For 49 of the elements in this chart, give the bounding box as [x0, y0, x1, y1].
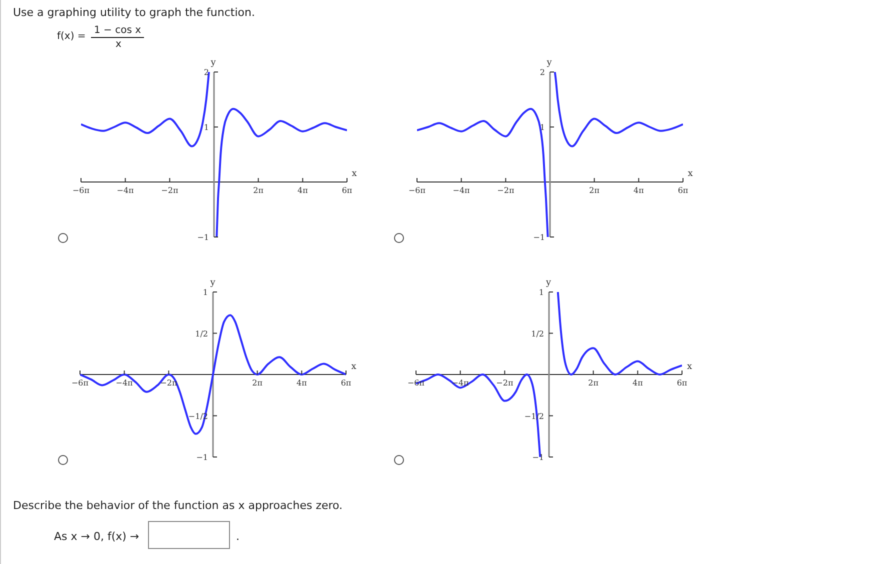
x-axis-title: x: [687, 362, 692, 372]
text: x: [114, 39, 122, 51]
y-tick-label: 1: [538, 288, 544, 298]
y-axis-title: y: [210, 58, 216, 68]
chart-title: Use a graphing utility to graph the function.: [13, 6, 255, 19]
x-tick-label: 2π: [252, 378, 263, 388]
x-tick-label: −4π: [116, 186, 134, 196]
y-tick-label: 1: [204, 123, 209, 132]
y-tick-label: 1/2: [531, 330, 544, 339]
y-axis-title: y: [546, 58, 552, 68]
y-tick-label: 2: [540, 68, 545, 78]
x-tick-label: −6π: [407, 378, 425, 388]
y-tick-label: 2: [204, 68, 209, 78]
x-tick-label: −2π: [496, 378, 514, 388]
x-axis-title: x: [688, 169, 693, 180]
y-tick-label: 1: [203, 288, 208, 298]
text: .: [236, 530, 240, 543]
x-tick-label: −6π: [72, 186, 90, 196]
x-tick-label: 6π: [342, 186, 352, 196]
y-tick-label: −1: [532, 233, 545, 242]
y-tick-label: 1/2: [195, 330, 208, 339]
x-tick-label: 6π: [678, 186, 688, 196]
x-tick-label: 4π: [296, 378, 308, 388]
x-tick-label: −4π: [116, 378, 134, 388]
x-tick-label: −4π: [452, 378, 469, 388]
text: 1 − cos x: [91, 25, 144, 38]
y-tick-label: −1: [196, 233, 209, 242]
x-tick-label: −6π: [72, 378, 89, 388]
x-tick-label: −4π: [452, 186, 470, 196]
text: Describe the behavior of the function as x approaches zero.: [13, 499, 343, 512]
x-tick-label: 4π: [633, 186, 644, 196]
x-tick-label: 6π: [676, 378, 688, 388]
x-axis-title: x: [352, 169, 357, 180]
x-tick-label: −6π: [408, 186, 426, 196]
y-tick-label: −1: [196, 453, 208, 462]
x-tick-label: 6π: [341, 378, 352, 388]
x-axis-title: x: [351, 362, 356, 372]
x-tick-label: 2π: [252, 186, 264, 196]
x-tick-label: 4π: [297, 186, 308, 196]
y-axis-title: y: [210, 278, 216, 288]
y-tick-label: −1: [532, 453, 544, 462]
x-tick-label: 2π: [588, 186, 600, 196]
text: f(x) =: [57, 31, 86, 42]
x-tick-label: 4π: [632, 378, 643, 388]
text: As x → 0, f(x) →: [54, 530, 140, 543]
y-axis-title: y: [546, 278, 552, 288]
x-tick-label: −2π: [496, 186, 514, 196]
x-tick-label: −2π: [160, 186, 178, 196]
x-tick-label: 2π: [588, 378, 598, 388]
